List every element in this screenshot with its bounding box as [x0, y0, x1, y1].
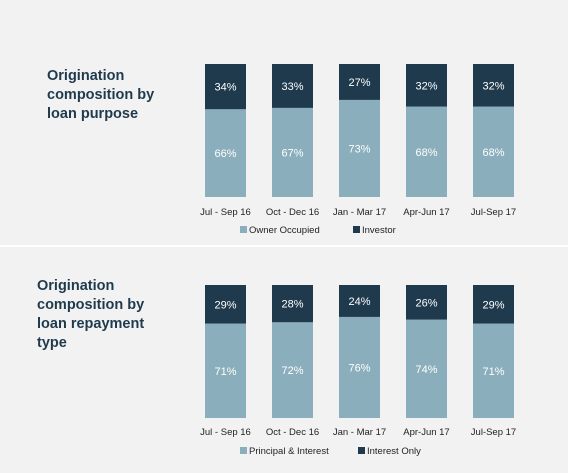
legend-swatch	[240, 226, 247, 233]
data-label: 32%	[482, 80, 504, 92]
data-label: 34%	[214, 82, 236, 94]
loan-purpose-panel: Origination composition by loan purpose …	[47, 64, 516, 236]
data-label: 71%	[482, 366, 504, 378]
x-tick-label: Oct - Dec 16	[266, 207, 319, 218]
x-tick-label: Jan - Mar 17	[333, 427, 386, 438]
data-label: 73%	[348, 143, 370, 155]
data-label: 32%	[415, 80, 437, 92]
legend-swatch	[358, 447, 365, 454]
x-tick-label: Jul-Sep 17	[471, 427, 516, 438]
data-label: 29%	[482, 299, 504, 311]
data-label: 28%	[281, 299, 303, 311]
bar-segment-principal-interest	[272, 322, 313, 418]
chart-title-loan-repayment: Origination composition by loan repaymen…	[37, 278, 145, 351]
x-tick-label: Apr-Jun 17	[403, 207, 449, 218]
legend-label: Principal & Interest	[249, 446, 329, 457]
bar-segment-investor	[406, 64, 447, 107]
data-label: 68%	[482, 147, 504, 159]
x-tick-label: Jul-Sep 17	[471, 207, 516, 218]
bar-segment-principal-interest	[339, 316, 380, 418]
legend-swatch	[353, 226, 360, 233]
panel-divider	[0, 245, 568, 247]
loan-repayment-panel: Origination composition by loan repaymen…	[0, 247, 568, 473]
data-label: 26%	[415, 297, 437, 309]
data-label: 27%	[348, 77, 370, 89]
bar-segment-principal-interest	[406, 319, 447, 418]
data-label: 74%	[415, 364, 437, 376]
bar-segment-interest-only	[272, 285, 313, 323]
x-tick-label: Jan - Mar 17	[333, 207, 386, 218]
bar-segment-owner-occupied	[339, 99, 380, 197]
legend-label: Investor	[362, 225, 396, 236]
legend-swatch	[240, 447, 247, 454]
bar-segment-owner-occupied	[205, 109, 246, 197]
bar-segment-owner-occupied	[473, 106, 514, 197]
data-label: 24%	[348, 296, 370, 308]
data-label: 76%	[348, 362, 370, 374]
bar-segment-owner-occupied	[406, 106, 447, 197]
legend-label: Interest Only	[367, 446, 421, 457]
x-tick-label: Jul - Sep 16	[200, 427, 251, 438]
bar-segment-investor	[272, 64, 313, 108]
bar-segment-interest-only	[205, 285, 246, 324]
x-tick-label: Oct - Dec 16	[266, 427, 319, 438]
bar-segment-principal-interest	[205, 323, 246, 418]
data-label: 72%	[281, 365, 303, 377]
bar-segment-investor	[473, 64, 514, 107]
data-label: 68%	[415, 147, 437, 159]
chart-title-loan-purpose: Origination composition by loan purpose	[47, 68, 155, 122]
x-tick-label: Jul - Sep 16	[200, 207, 251, 218]
loan-purpose-chart: 66% 34% Jul - Sep 16 67% 33% Oct - Dec 16 73% 2…	[200, 64, 516, 236]
data-label: 67%	[281, 147, 303, 159]
data-label: 29%	[214, 299, 236, 311]
bar-segment-interest-only	[406, 285, 447, 320]
loan-repayment-chart: 71% 29% Jul - Sep 16 72% 28% Oct - Dec 16 76% 2…	[200, 285, 516, 457]
bar-segment-interest-only	[473, 285, 514, 324]
legend-label: Owner Occupied	[249, 225, 320, 236]
bar-segment-investor	[205, 64, 246, 110]
data-label: 33%	[281, 81, 303, 93]
bar-segment-investor	[339, 64, 380, 100]
bar-segment-owner-occupied	[272, 107, 313, 197]
data-label: 66%	[214, 148, 236, 160]
data-label: 71%	[214, 366, 236, 378]
x-tick-label: Apr-Jun 17	[403, 427, 449, 438]
bar-segment-principal-interest	[473, 323, 514, 418]
bar-segment-interest-only	[339, 285, 380, 317]
